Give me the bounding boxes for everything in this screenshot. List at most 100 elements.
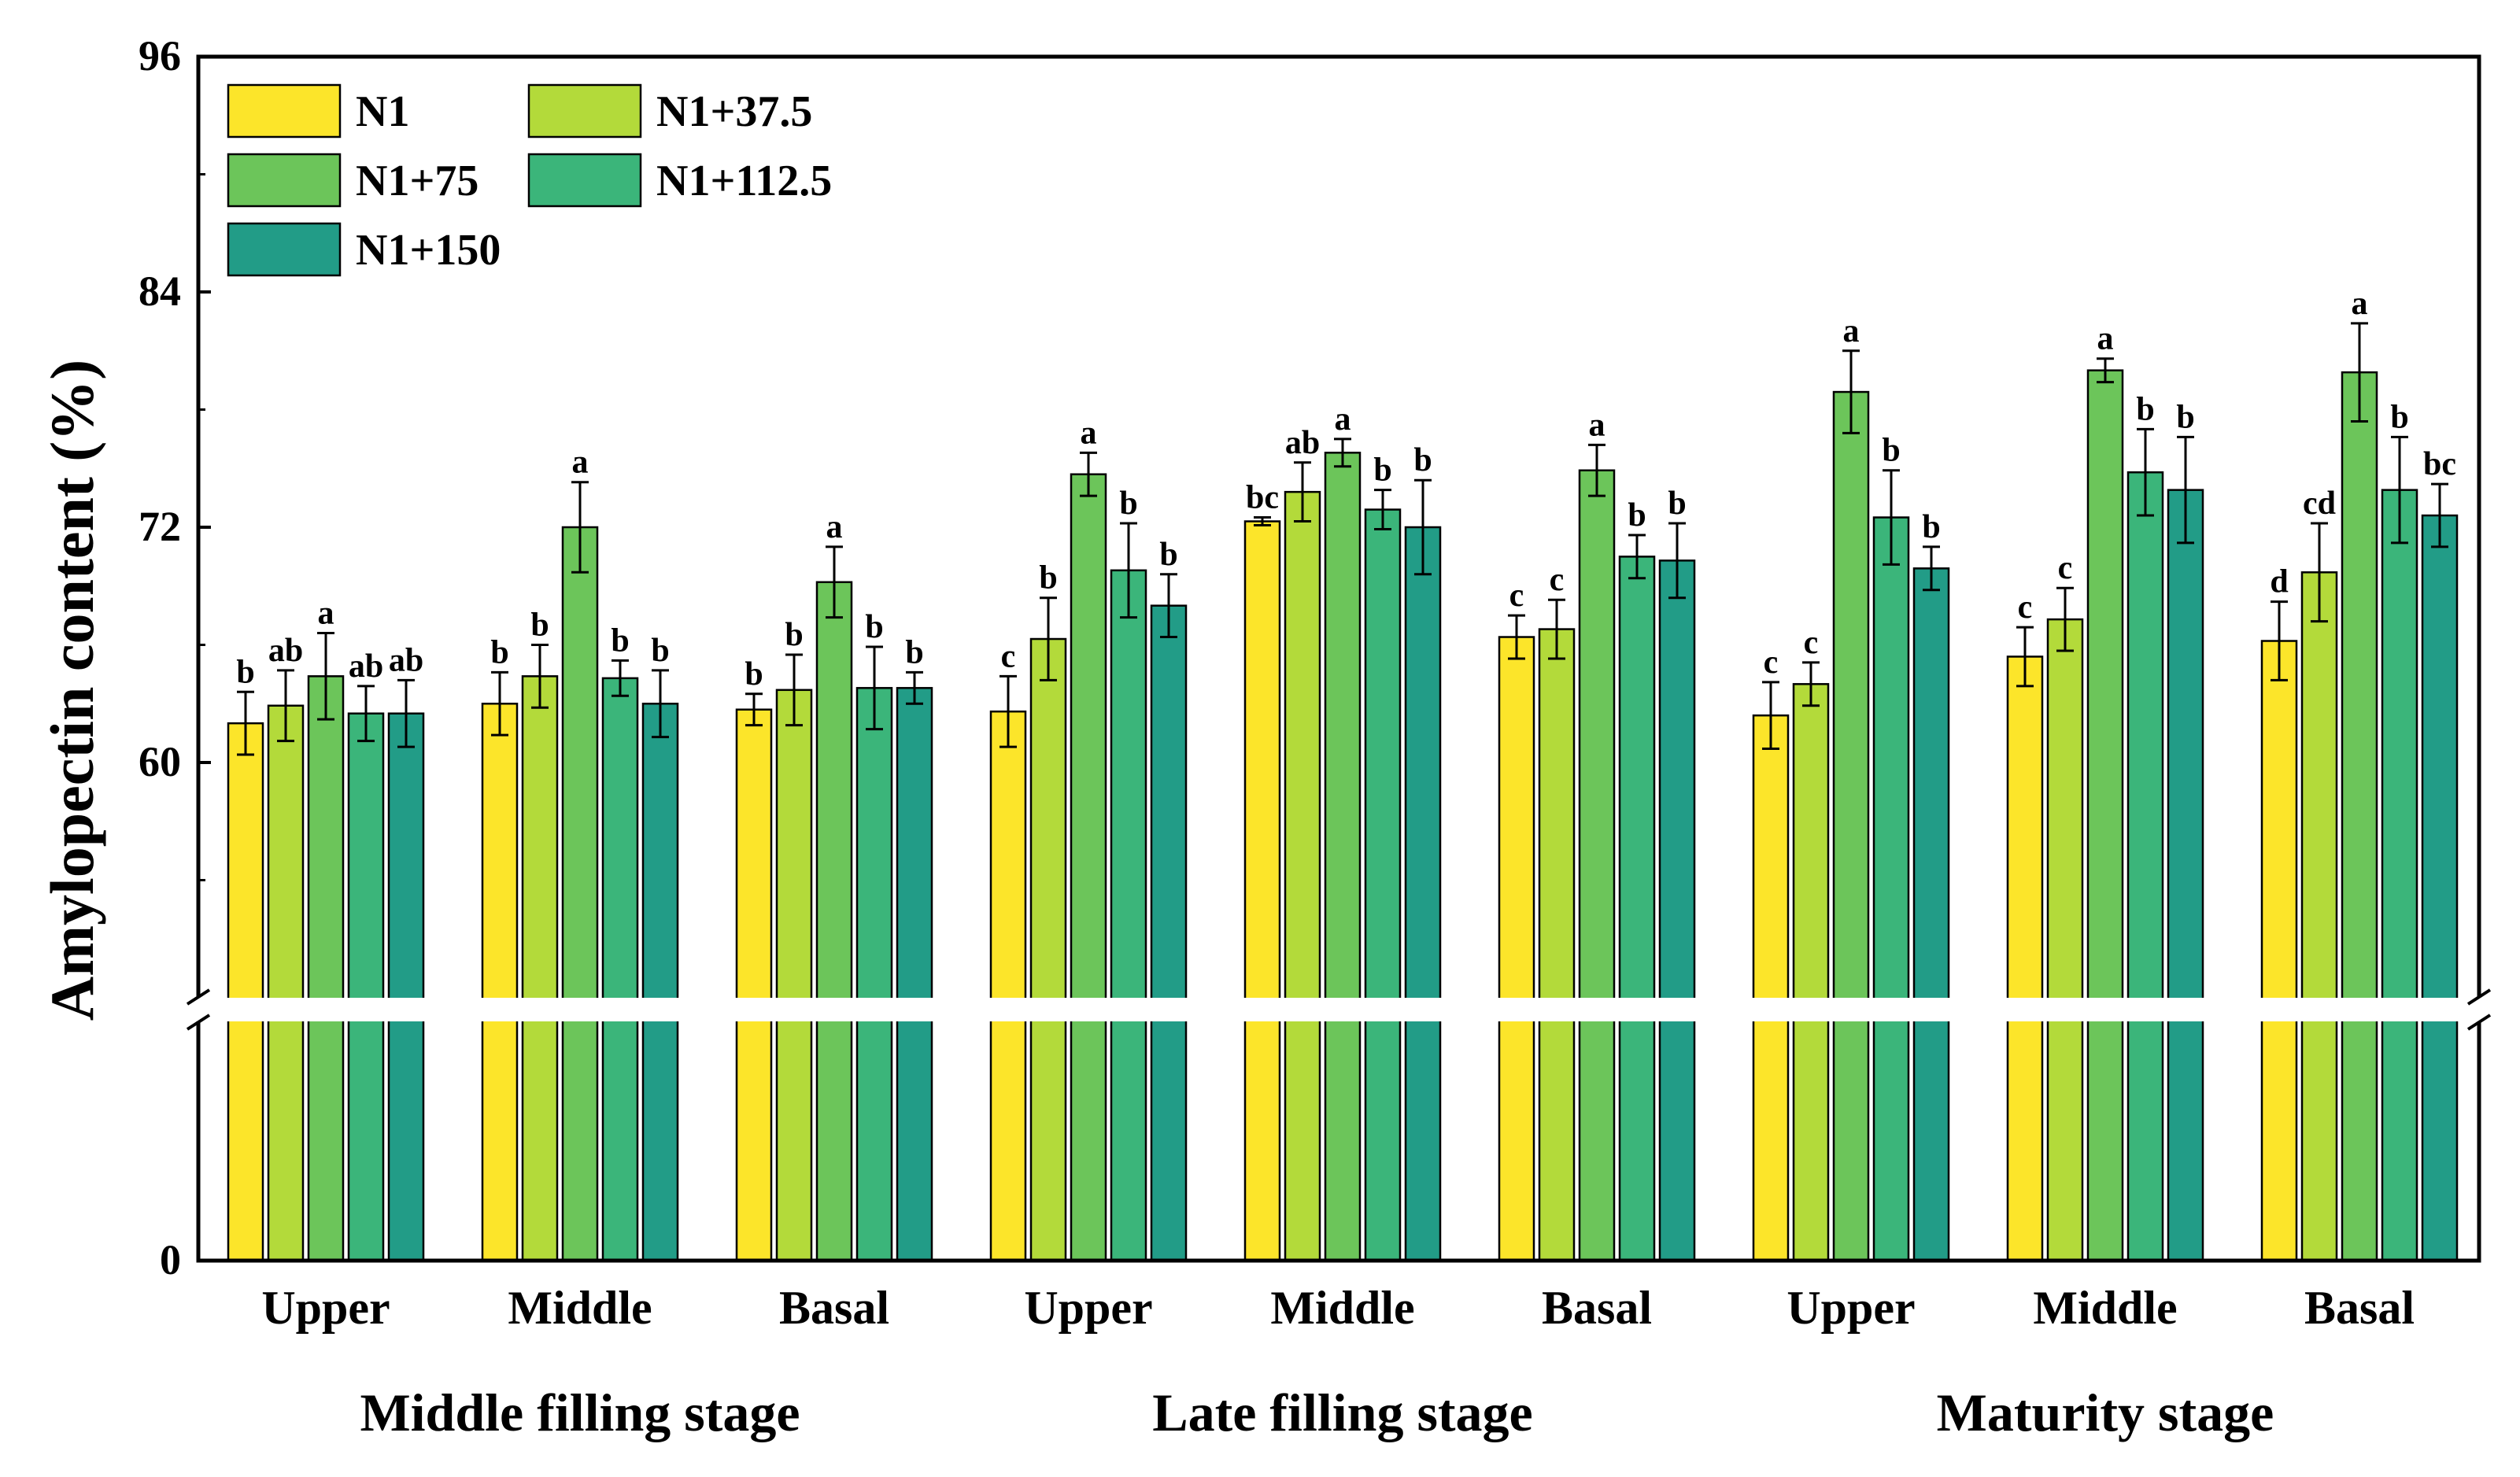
bars-layer <box>227 322 2459 1262</box>
significance-letter-0-1: ab <box>268 633 303 669</box>
bar-2-3 <box>855 687 893 1262</box>
x-category-label-6: Upper <box>1787 1282 1915 1334</box>
legend-label-1: N1+37.5 <box>656 87 812 136</box>
x-category-label-3: Upper <box>1024 1282 1152 1334</box>
significance-letter-3-4: b <box>1159 537 1177 573</box>
group-label-1: Late filling stage <box>1152 1383 1533 1442</box>
bar-3-2 <box>1070 473 1107 1262</box>
bar-8-0 <box>2260 640 2298 1262</box>
significance-letter-0-3: ab <box>349 648 383 685</box>
significance-letter-2-4: b <box>905 634 923 670</box>
bar-0-3 <box>347 712 385 1262</box>
legend-swatch-4 <box>227 222 342 277</box>
significance-letter-3-0: c <box>1001 638 1016 674</box>
bar-2-1 <box>775 689 813 1262</box>
significance-letter-8-4: bc <box>2423 446 2456 482</box>
y-tick-label-2: 72 <box>139 503 181 550</box>
legend-swatch-0 <box>227 83 342 138</box>
significance-letter-6-0: c <box>1764 644 1779 681</box>
y-tick-label-1: 60 <box>139 738 181 785</box>
significance-letter-2-1: b <box>785 617 803 653</box>
significance-letter-0-0: b <box>236 654 254 690</box>
legend-swatch-2 <box>227 153 342 208</box>
x-category-label-5: Basal <box>1542 1282 1652 1334</box>
bar-4-0 <box>1243 520 1281 1262</box>
significance-letter-1-0: b <box>490 634 508 670</box>
significance-letter-3-3: b <box>1119 486 1137 522</box>
break-mark-bottom-0 <box>186 1014 211 1031</box>
significance-letter-6-2: a <box>1843 313 1860 349</box>
bar-1-4 <box>641 703 679 1262</box>
legend-label-4: N1+150 <box>356 226 501 275</box>
significance-letter-0-4: ab <box>389 642 423 678</box>
bar-3-3 <box>1110 569 1147 1262</box>
significance-letter-7-3: b <box>2136 391 2154 427</box>
bar-1-0 <box>481 703 519 1262</box>
bar-7-0 <box>2006 655 2044 1262</box>
x-category-label-7: Middle <box>2033 1282 2177 1334</box>
group-label-2: Maturity stage <box>1937 1383 2274 1442</box>
bar-3-1 <box>1029 637 1067 1262</box>
x-category-label-8: Basal <box>2304 1282 2415 1334</box>
bar-8-1 <box>2300 571 2338 1262</box>
bar-5-2 <box>1578 469 1616 1262</box>
break-mark-bottom-1 <box>2466 1014 2492 1031</box>
legend: N1 N1+37.5 N1+75 N1+112.5 N1+150 <box>227 83 832 277</box>
significance-letter-7-1: c <box>2058 550 2073 586</box>
x-category-label-2: Basal <box>779 1282 889 1334</box>
significance-letter-0-2: a <box>318 596 334 632</box>
bar-1-1 <box>521 675 559 1262</box>
significance-letter-2-2: a <box>826 509 843 545</box>
bar-1-2 <box>561 526 599 1262</box>
bar-3-4 <box>1150 604 1188 1262</box>
legend-swatch-3 <box>527 153 642 208</box>
bar-6-3 <box>1872 516 1910 1262</box>
legend-label-0: N1 <box>356 87 409 136</box>
break-mark-top-1 <box>2466 988 2492 1006</box>
x-category-label-1: Middle <box>508 1282 652 1334</box>
bar-7-2 <box>2086 369 2124 1262</box>
bar-0-1 <box>267 704 305 1262</box>
bar-2-4 <box>896 687 933 1262</box>
significance-letter-1-1: b <box>530 607 549 644</box>
group-label-0: Middle filling stage <box>360 1383 800 1442</box>
significance-letter-6-1: c <box>1804 625 1819 661</box>
bar-7-3 <box>2126 471 2164 1262</box>
y-axis-label: Amylopectin content (%) <box>38 360 106 1021</box>
significance-letter-8-2: a <box>2352 286 2368 322</box>
bar-1-3 <box>601 677 639 1262</box>
significance-letter-7-2: a <box>2097 321 2114 357</box>
axis-break <box>183 998 2495 1021</box>
bar-8-3 <box>2381 489 2418 1262</box>
bar-4-2 <box>1324 452 1362 1262</box>
y-tick-label-4: 96 <box>139 32 181 79</box>
significance-letter-4-1: ab <box>1285 425 1320 461</box>
significance-letter-8-0: d <box>2270 564 2288 600</box>
significance-letter-4-2: a <box>1335 401 1351 438</box>
legend-label-2: N1+75 <box>356 157 479 205</box>
significance-letter-4-3: b <box>1373 452 1391 489</box>
significance-letter-3-1: b <box>1039 560 1057 596</box>
bar-2-2 <box>815 581 853 1262</box>
significance-letter-7-0: c <box>2018 589 2033 626</box>
bar-4-3 <box>1364 508 1402 1262</box>
significance-letter-3-2: a <box>1081 415 1097 451</box>
frame-lower <box>196 1021 2481 1263</box>
significance-letter-5-4: b <box>1668 486 1686 522</box>
bar-0-2 <box>307 675 345 1262</box>
significance-letter-6-4: b <box>1922 509 1940 545</box>
significance-letter-5-3: b <box>1628 497 1646 534</box>
y-tick-label-0: 0 <box>160 1236 181 1283</box>
bar-0-0 <box>227 722 264 1262</box>
legend-label-3: N1+112.5 <box>656 157 832 205</box>
significance-letter-1-4: b <box>651 633 669 669</box>
significance-letter-8-3: b <box>2390 399 2408 435</box>
bar-8-2 <box>2341 371 2378 1262</box>
significance-letter-7-4: b <box>2176 399 2194 435</box>
bar-5-4 <box>1658 559 1696 1262</box>
bar-8-4 <box>2421 514 2459 1262</box>
significance-letter-6-3: b <box>1882 433 1900 469</box>
significance-letter-5-1: c <box>1550 562 1565 598</box>
